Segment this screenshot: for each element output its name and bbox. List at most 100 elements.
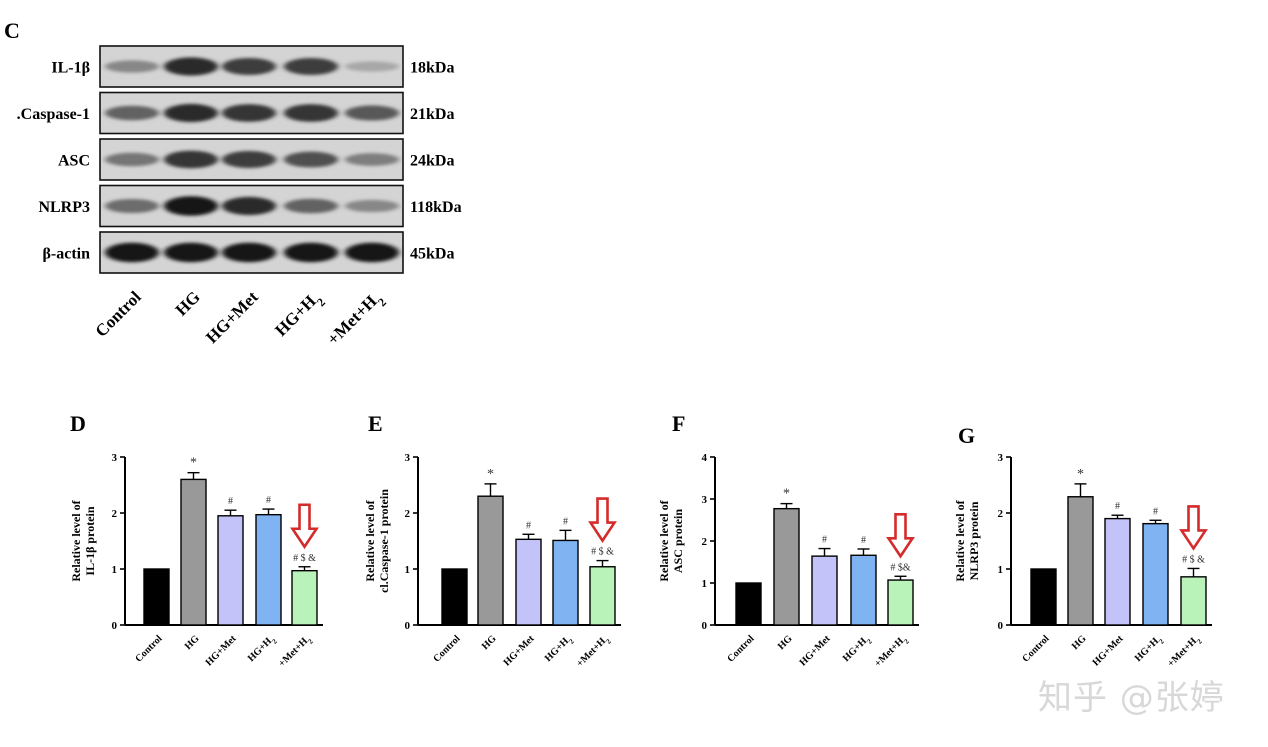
blot-band	[222, 151, 276, 168]
blot-band	[164, 57, 218, 76]
blot-band	[164, 196, 218, 216]
y-tick-label: 1	[405, 564, 411, 576]
x-tick-label: HG+H2	[543, 633, 576, 666]
y-axis-label: Relative level ofNLRP3 protein	[953, 499, 981, 581]
bar	[735, 582, 762, 626]
blot-band	[284, 151, 338, 168]
significance-mark: *	[487, 467, 494, 482]
y-tick-label: 0	[405, 620, 411, 632]
significance-mark: # $&	[890, 562, 911, 573]
bar	[552, 539, 579, 626]
y-tick-label: 3	[405, 452, 411, 464]
blot-band	[284, 104, 338, 122]
significance-mark: #	[1153, 506, 1158, 517]
y-axis-label: Relative level ofASC protein	[657, 499, 685, 581]
x-tick-label: Control	[725, 633, 756, 664]
bar	[180, 478, 207, 626]
significance-mark: #	[563, 516, 568, 527]
panel-label: F	[672, 411, 685, 436]
x-tick-label: Control	[1020, 633, 1051, 664]
blot-row: NLRP3 118kDa	[38, 184, 462, 228]
blot-protein-label: β-actin	[42, 246, 90, 263]
significance-mark: #	[266, 495, 271, 506]
watermark-text: 知乎 @张婷	[1038, 678, 1225, 718]
blot-kda-label: 21kDa	[410, 106, 454, 123]
blot-band	[345, 61, 399, 72]
bar	[255, 513, 282, 626]
blot-lane-label: HG	[172, 287, 204, 319]
bar	[1067, 496, 1094, 626]
blot-band	[345, 105, 399, 121]
blot-band	[105, 105, 159, 121]
y-tick-label: 2	[405, 508, 411, 520]
blot-band	[284, 58, 338, 75]
bar	[143, 568, 170, 626]
y-tick-label: 2	[702, 536, 708, 548]
bar	[1142, 522, 1169, 626]
blot-band	[284, 198, 338, 214]
blot-protein-label: IL-1β	[51, 60, 90, 77]
bar	[887, 579, 914, 626]
significance-mark: #	[822, 535, 827, 546]
significance-mark: #	[526, 520, 531, 531]
blot-band	[222, 58, 276, 75]
y-axis-label: Relative level ofcl.Caspase-1 protein	[363, 489, 391, 593]
x-tick-label: HG+H2	[1133, 633, 1166, 666]
blot-lane-label: +Met+H2	[323, 287, 389, 353]
x-tick-label: HG+Met	[204, 633, 239, 668]
y-tick-label: 3	[998, 452, 1004, 464]
significance-mark: #	[1115, 501, 1120, 512]
x-tick-label: HG+H2	[246, 633, 279, 666]
y-tick-label: 1	[112, 564, 118, 576]
blot-band	[105, 60, 159, 73]
blot-band	[105, 242, 159, 263]
x-tick-label: HG+Met	[1091, 633, 1126, 668]
significance-mark: # $ &	[1182, 554, 1205, 565]
significance-mark: *	[190, 456, 197, 471]
panel-label: G	[958, 423, 975, 448]
y-tick-label: 3	[112, 452, 118, 464]
x-tick-label: HG+H2	[841, 633, 874, 666]
blot-protein-label: ASC	[58, 153, 90, 170]
blot-band	[345, 153, 399, 166]
significance-mark: # $ &	[293, 553, 316, 564]
x-tick-label: +Met+H2	[873, 633, 911, 671]
bar	[1180, 576, 1207, 626]
bar	[1030, 568, 1057, 626]
x-tick-label: HG	[1070, 633, 1089, 652]
blot-band	[164, 150, 218, 169]
bar	[850, 554, 877, 626]
western-blot-panel: C IL-1β 18kDa .Caspase-1 21kDa ASC 24kDa NLRP3 1…	[4, 18, 462, 353]
blot-row: IL-1β 18kDa	[51, 45, 454, 88]
blot-protein-label: .Caspase-1	[17, 106, 90, 123]
blot-lane-label: Control	[92, 287, 145, 340]
significance-mark: *	[783, 487, 790, 502]
significance-mark: #	[861, 535, 866, 546]
x-tick-label: +Met+H2	[1166, 633, 1204, 671]
blot-band	[164, 103, 218, 123]
blot-kda-label: 24kDa	[410, 153, 454, 170]
bar	[291, 569, 318, 626]
bar-chart-panels: D 0 1 2 3 Relative level ofIL-1β protein Contr…	[69, 411, 1212, 671]
significance-mark: #	[228, 496, 233, 507]
blot-protein-label: NLRP3	[38, 199, 90, 216]
y-axis-label: Relative level ofIL-1β protein	[69, 499, 97, 581]
blot-band	[345, 242, 399, 263]
panel-label: D	[70, 411, 86, 436]
highlight-arrow-icon	[588, 497, 617, 543]
blot-band	[222, 104, 276, 122]
x-tick-label: HG	[183, 633, 202, 652]
highlight-arrow-icon	[1179, 505, 1208, 551]
x-tick-label: HG	[776, 633, 795, 652]
y-tick-label: 3	[702, 494, 708, 506]
bar-chart-g: G 0 1 2 3 Relative level ofNLRP3 protein Contr…	[953, 423, 1212, 671]
panel-label-c: C	[4, 18, 20, 43]
y-tick-label: 1	[998, 564, 1004, 576]
highlight-arrow-icon	[886, 512, 915, 559]
blot-band	[164, 242, 218, 263]
blot-kda-label: 118kDa	[410, 199, 462, 216]
bar	[811, 555, 838, 626]
blot-band	[284, 242, 338, 263]
blot-row: .Caspase-1 21kDa	[17, 91, 454, 135]
bar	[217, 515, 244, 626]
